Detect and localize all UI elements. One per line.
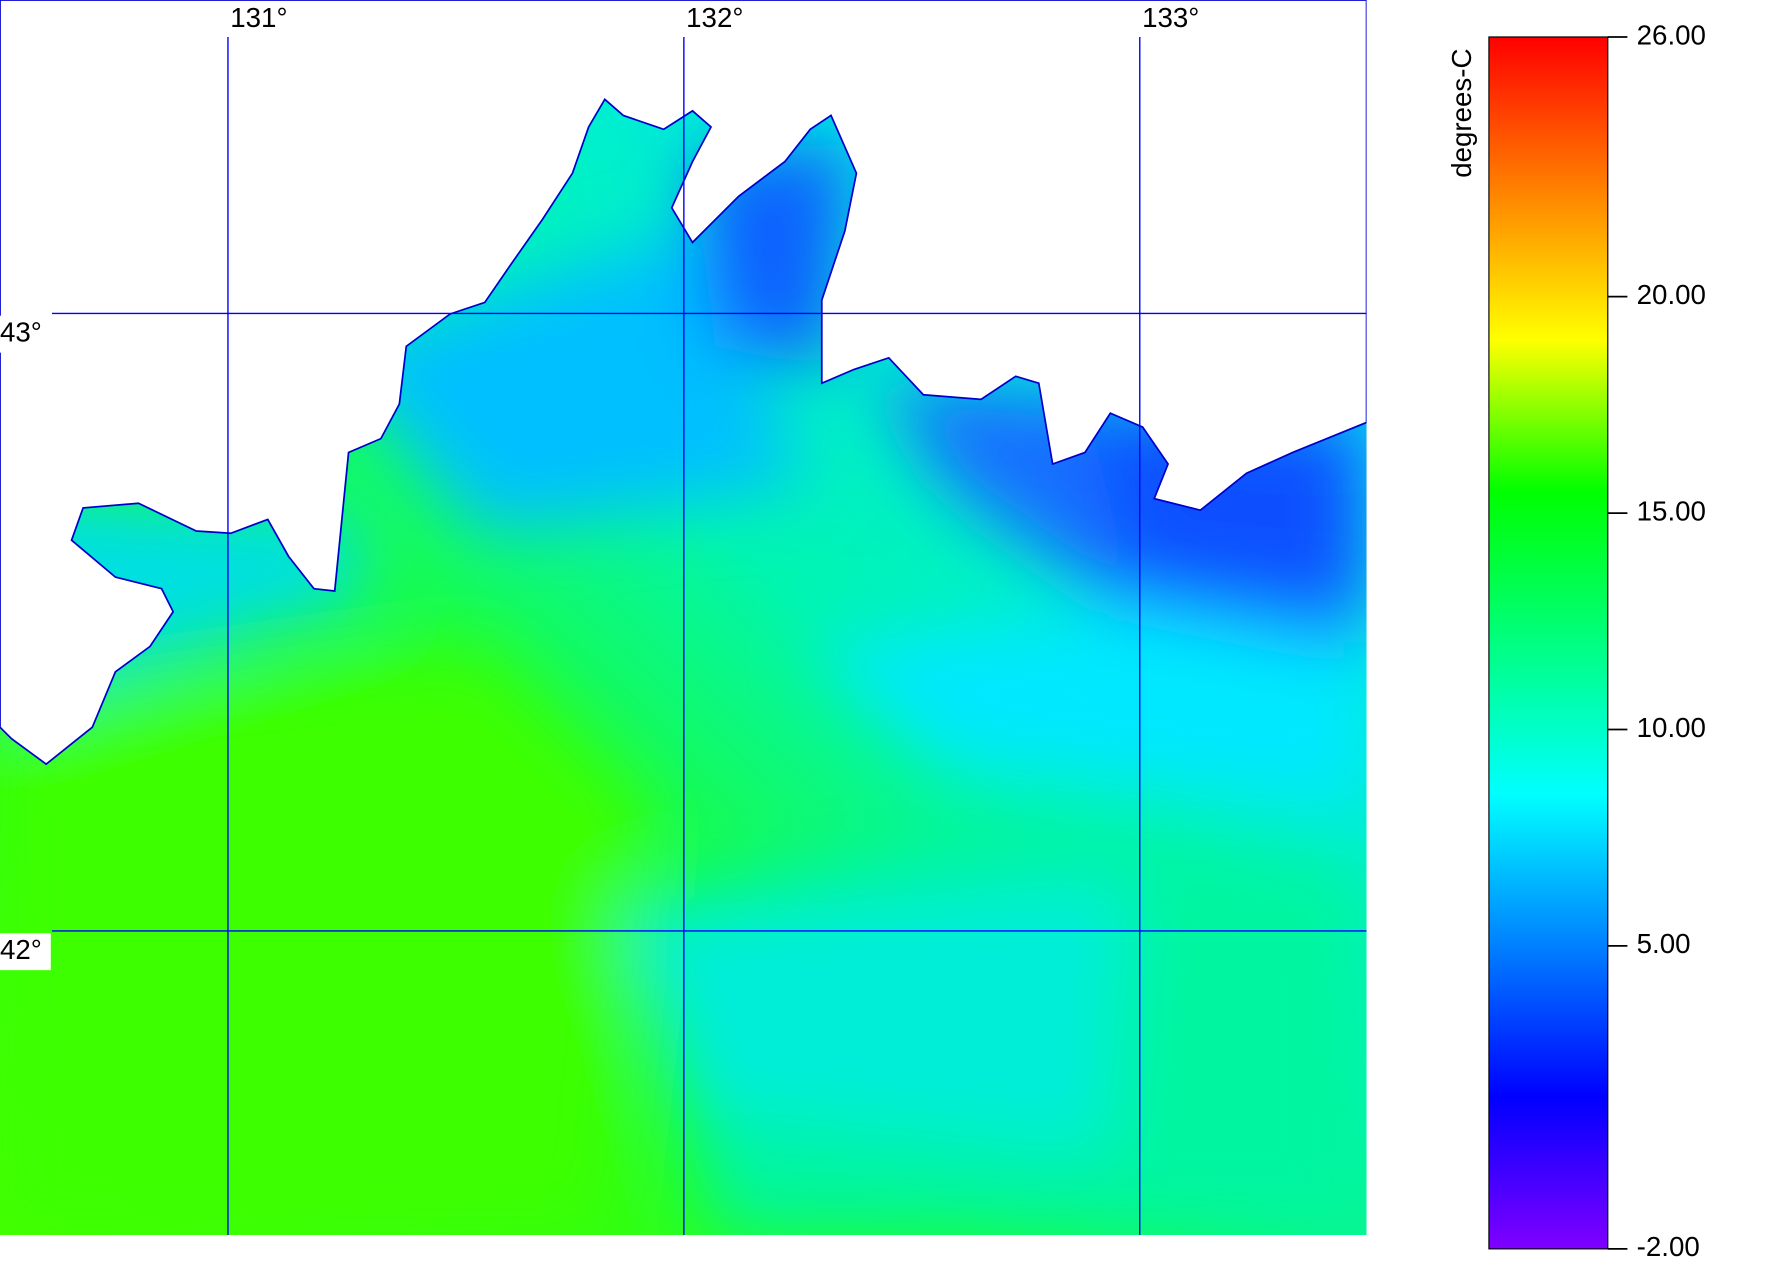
colorbar [1488, 36, 1609, 1250]
y-tick-label: 43° [0, 316, 42, 347]
colorbar-tick-label: 15.00 [1637, 495, 1706, 526]
colorbar-tick-label: 20.00 [1637, 279, 1706, 310]
graticule [51, 36, 1367, 1236]
colorbar-tick-label: 5.00 [1637, 928, 1691, 959]
y-tick-label-bg [0, 315, 51, 353]
colorbar-tick-label: 26.00 [1637, 19, 1706, 50]
colorbar-tick-label: 10.00 [1637, 712, 1706, 743]
x-tick-label: 131° [230, 2, 287, 33]
y-tick-label-bg [0, 933, 51, 971]
x-tick-label: 133° [1142, 2, 1199, 33]
colorbar-tick-label: -2.00 [1637, 1231, 1700, 1262]
land [0, 0, 1367, 766]
colorbar-label: degrees-C [1446, 49, 1477, 178]
y-tick-label: 42° [0, 934, 42, 965]
x-tick-label: 132° [686, 2, 743, 33]
